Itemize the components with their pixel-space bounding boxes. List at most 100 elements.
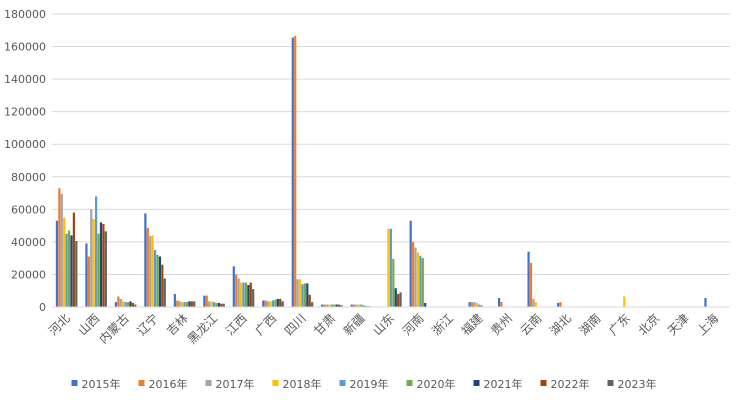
x-tick-label: 浙江	[429, 311, 456, 338]
bar	[360, 304, 363, 307]
bar	[296, 279, 299, 307]
x-tick-label: 甘肃	[311, 311, 338, 338]
x-tick-label: 江西	[223, 311, 250, 338]
bar	[217, 302, 220, 307]
bar	[92, 219, 95, 307]
bar	[156, 254, 159, 307]
bar	[294, 35, 297, 307]
bar	[556, 302, 560, 307]
bar	[527, 251, 530, 307]
legend-label: 2020年	[417, 377, 456, 391]
bar	[134, 304, 137, 307]
bar	[242, 282, 245, 307]
bar	[244, 282, 248, 307]
x-tick-label: 湖南	[576, 311, 604, 339]
x-tick-label: 河南	[399, 311, 427, 339]
bar	[421, 258, 424, 307]
legend-label: 2018年	[283, 377, 322, 391]
x-tick-label: 北京	[636, 311, 663, 338]
bar	[205, 295, 208, 307]
legend-label: 2021年	[484, 377, 523, 391]
bar	[190, 301, 193, 307]
legend-swatch	[607, 380, 614, 386]
bar	[95, 196, 98, 307]
bar	[131, 302, 134, 307]
legend-label: 2023年	[618, 377, 657, 391]
bar	[85, 243, 88, 307]
bar	[87, 256, 90, 307]
legend-swatch	[138, 380, 145, 386]
bar	[262, 300, 265, 307]
legend-label: 2019年	[350, 377, 389, 391]
bar	[126, 302, 130, 307]
bar	[99, 222, 103, 307]
bar	[350, 304, 353, 307]
legend-swatch	[71, 380, 78, 386]
bar	[353, 304, 356, 307]
bar	[328, 304, 331, 307]
legend-swatch	[205, 380, 212, 386]
bar	[274, 299, 277, 307]
y-tick-label: 140000	[4, 73, 46, 86]
bar	[210, 301, 213, 307]
legend-label: 2015年	[82, 377, 121, 391]
y-tick-label: 40000	[11, 236, 46, 249]
bar	[188, 301, 191, 307]
x-tick-label: 湖北	[546, 311, 574, 339]
bar	[498, 298, 501, 307]
bar	[409, 220, 412, 307]
bar	[323, 304, 326, 307]
y-tick-label: 20000	[11, 268, 46, 281]
x-tick-label: 辽宁	[134, 311, 162, 339]
bar	[119, 298, 122, 307]
bar	[232, 266, 235, 307]
legend-swatch	[473, 380, 480, 386]
bar	[178, 301, 181, 307]
legend-swatch	[339, 380, 346, 386]
bar	[338, 304, 341, 307]
bar	[181, 302, 184, 307]
bar	[185, 302, 189, 307]
gridlines	[52, 13, 730, 275]
bar	[478, 304, 481, 307]
legend-swatch	[406, 380, 413, 386]
bar	[146, 228, 149, 307]
bar	[311, 302, 314, 307]
bar	[161, 264, 164, 307]
bar	[70, 235, 73, 307]
legend: 2015年 2016年 2017年 2018年 2019年 2020年 2021年 2022年…	[71, 377, 657, 391]
bar	[203, 295, 206, 307]
bar	[325, 304, 329, 307]
y-axis-ticks: 0 20000 40000 60000 80000 100000 120000 140000 1…	[4, 8, 46, 314]
legend-swatch	[272, 380, 279, 386]
y-tick-label: 100000	[4, 138, 46, 151]
bar	[129, 301, 132, 307]
legend-swatch	[540, 380, 547, 386]
bar	[208, 301, 211, 307]
bar	[340, 305, 343, 307]
bar	[153, 250, 157, 307]
bar	[333, 304, 336, 307]
bar	[321, 304, 324, 307]
bar	[480, 305, 483, 307]
bar	[72, 212, 76, 307]
y-tick-label: 0	[39, 301, 46, 314]
bar	[468, 302, 471, 307]
bar	[173, 293, 176, 307]
x-tick-label: 四川	[282, 311, 309, 338]
bar	[102, 223, 105, 307]
bar	[357, 304, 361, 307]
bar	[306, 283, 309, 307]
bar	[163, 278, 166, 307]
bar	[500, 302, 503, 307]
bar	[281, 301, 284, 307]
bar	[122, 301, 125, 307]
bar	[623, 296, 626, 307]
bar	[276, 298, 279, 307]
bar	[67, 230, 71, 307]
bar	[264, 300, 267, 307]
bar	[151, 235, 154, 307]
